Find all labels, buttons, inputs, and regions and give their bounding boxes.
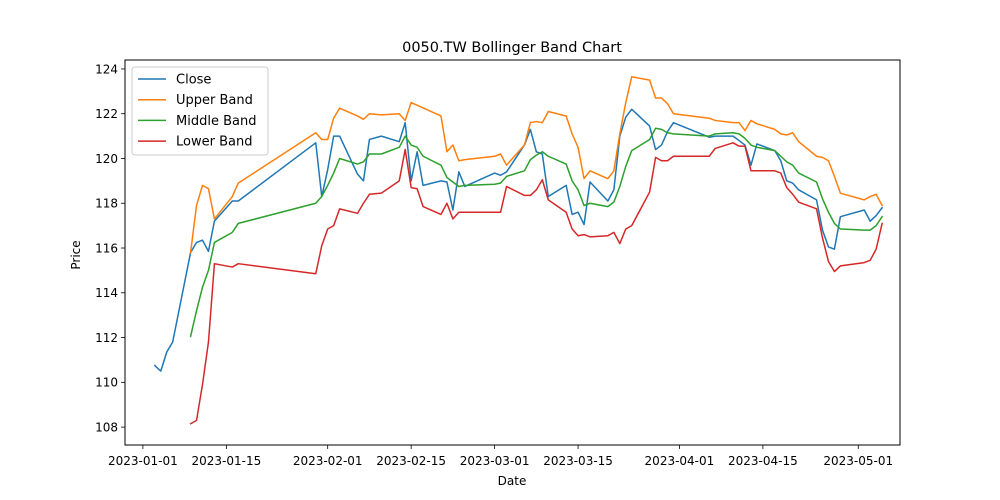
y-tick-label: 124 [95, 62, 118, 76]
x-axis-title: Date [498, 474, 527, 488]
series-line-close [153, 108, 884, 372]
x-tick-label: 2023-04-01 [645, 454, 715, 468]
y-tick-label: 118 [95, 197, 118, 211]
x-tick-label: 2023-02-01 [293, 454, 363, 468]
legend-label: Lower Band [176, 135, 252, 150]
y-tick-label: 120 [95, 152, 118, 166]
legend-box [131, 66, 269, 156]
x-tick-label: 2023-05-01 [823, 454, 893, 468]
y-tick-label: 114 [95, 286, 118, 300]
series-line-middle-band [189, 127, 884, 338]
y-tick-label: 110 [95, 376, 118, 390]
plot-frame [124, 59, 901, 446]
x-tick-label: 2023-04-15 [728, 454, 798, 468]
legend-label: Middle Band [176, 114, 256, 129]
y-tick-label: 122 [95, 107, 118, 121]
chart-title: 0050.TW Bollinger Band Chart [402, 40, 622, 56]
y-tick-label: 112 [95, 331, 118, 345]
legend-label: Upper Band [176, 93, 253, 108]
y-tick-label: 108 [95, 420, 118, 434]
series-line-upper-band [189, 76, 884, 254]
y-axis-title: Price [69, 240, 83, 269]
legend: Close Upper Band Middle Band Lower Band [131, 66, 269, 156]
x-tick-label: 2023-01-01 [108, 454, 178, 468]
legend-label: Close [176, 73, 211, 88]
series-line-lower-band [189, 142, 884, 425]
y-tick-label: 116 [95, 241, 118, 255]
x-axis: 2023-01-01 2023-01-15 2023-02-01 2023-02-15… [108, 445, 893, 468]
x-tick-label: 2023-02-15 [376, 454, 446, 468]
x-tick-label: 2023-01-15 [191, 454, 261, 468]
y-axis: 108 110 112 114 116 118 120 122 124 [95, 62, 125, 434]
plot-area [153, 76, 884, 425]
x-tick-label: 2023-03-15 [543, 454, 613, 468]
x-tick-label: 2023-03-01 [460, 454, 530, 468]
